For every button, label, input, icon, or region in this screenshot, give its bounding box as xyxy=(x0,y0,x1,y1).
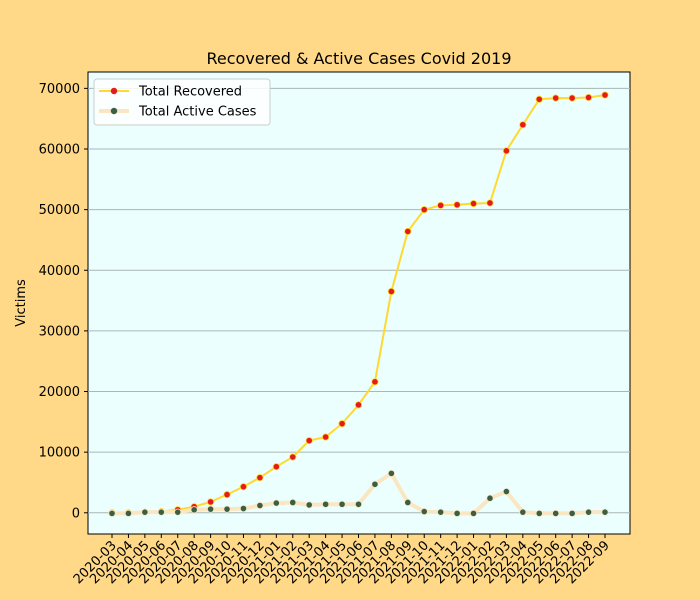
chart-title: Recovered & Active Cases Covid 2019 xyxy=(206,49,511,68)
data-point xyxy=(404,498,412,507)
data-point xyxy=(568,94,576,102)
data-point xyxy=(305,501,313,509)
data-point xyxy=(387,469,395,477)
data-point xyxy=(272,463,280,471)
legend-label: Total Recovered xyxy=(138,85,242,100)
grid-lines xyxy=(88,87,630,514)
data-point xyxy=(207,498,215,506)
data-point xyxy=(239,483,248,491)
data-point xyxy=(223,505,231,513)
data-point xyxy=(174,508,182,516)
data-point xyxy=(437,508,445,516)
y-tick-label: 50000 xyxy=(39,203,80,218)
y-axis-label: Victims xyxy=(14,279,29,327)
data-point xyxy=(371,378,379,386)
data-point xyxy=(256,474,264,482)
data-point xyxy=(584,508,593,516)
data-point xyxy=(437,201,445,209)
data-point xyxy=(568,509,576,517)
data-point xyxy=(322,433,330,441)
data-point xyxy=(305,437,313,445)
data-point xyxy=(420,206,428,214)
data-point xyxy=(141,508,149,516)
data-point xyxy=(124,509,133,517)
data-point xyxy=(601,508,609,516)
y-tick-label: 70000 xyxy=(39,82,80,97)
data-point xyxy=(108,509,116,517)
y-tick-label: 40000 xyxy=(39,264,80,279)
y-tick-label: 10000 xyxy=(39,446,80,461)
data-point xyxy=(601,91,609,99)
plot-area xyxy=(87,71,631,535)
data-point xyxy=(535,95,543,103)
y-tick-label: 30000 xyxy=(39,324,80,339)
data-point xyxy=(223,490,231,499)
y-tick-label: 20000 xyxy=(39,385,80,400)
data-point xyxy=(552,94,560,102)
data-point xyxy=(190,506,198,514)
legend: Total Recovered Total Active Cases xyxy=(93,78,271,126)
legend-marker xyxy=(110,107,118,115)
series-group xyxy=(108,91,609,517)
y-axis: 0 10000 20000 30000 40000 50000 60000 70000 xyxy=(39,82,88,521)
data-point xyxy=(486,494,494,502)
data-point xyxy=(404,227,412,236)
data-point xyxy=(469,509,478,517)
data-point xyxy=(239,504,248,513)
data-point xyxy=(552,509,560,517)
y-tick-label: 60000 xyxy=(39,143,80,158)
legend-label: Total Active Cases xyxy=(138,105,257,120)
legend-box xyxy=(93,78,271,126)
data-point xyxy=(289,498,297,507)
y-tick-label: 0 xyxy=(72,506,80,521)
data-point xyxy=(272,499,280,507)
data-point xyxy=(256,501,264,510)
data-point xyxy=(453,201,461,209)
data-point xyxy=(322,500,330,508)
data-point xyxy=(354,500,363,508)
data-point xyxy=(584,93,593,102)
data-point xyxy=(338,500,346,508)
data-point xyxy=(519,121,527,129)
data-point xyxy=(354,401,363,409)
x-axis: 2020-032020-042020-052020-062020-072020-… xyxy=(71,534,613,587)
data-point xyxy=(502,487,510,496)
data-point xyxy=(157,508,165,516)
data-point xyxy=(519,508,527,516)
data-point xyxy=(387,287,395,296)
legend-marker xyxy=(110,87,118,95)
data-point xyxy=(502,147,510,155)
data-point xyxy=(486,199,494,207)
data-point xyxy=(289,453,297,461)
data-point xyxy=(420,507,428,516)
data-point xyxy=(338,420,346,428)
data-point xyxy=(535,509,543,517)
data-point xyxy=(371,480,379,488)
data-point xyxy=(453,509,461,517)
data-point xyxy=(207,505,215,513)
data-point xyxy=(469,199,478,208)
